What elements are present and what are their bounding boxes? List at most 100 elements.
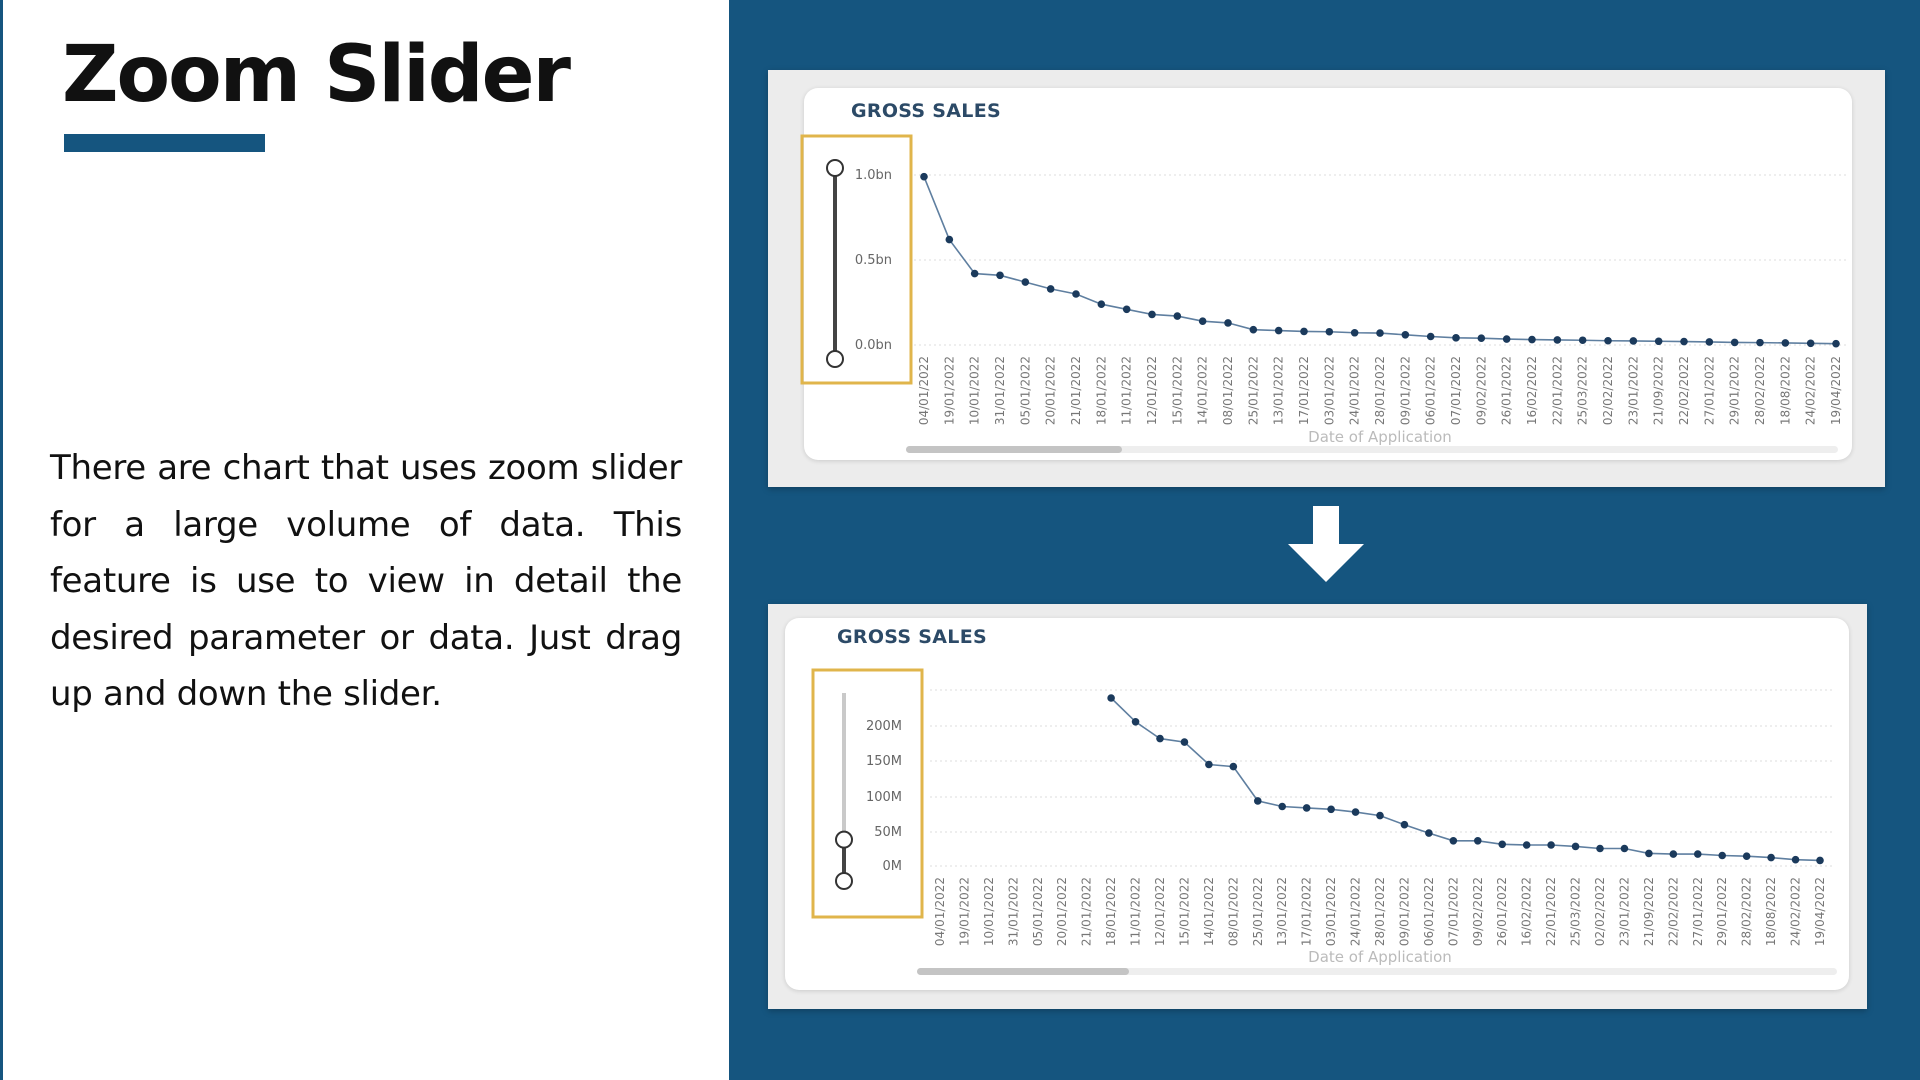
data-point xyxy=(1596,844,1604,853)
x-tick-label: 22/02/2022 xyxy=(1677,356,1691,425)
zoom-slider-upper-handle[interactable] xyxy=(835,830,853,849)
x-tick-label: 27/01/2022 xyxy=(1691,877,1705,946)
data-point xyxy=(1350,328,1359,337)
x-tick-label: 17/01/2022 xyxy=(1297,356,1311,425)
slide-left-edge xyxy=(0,0,3,1080)
x-tick-label: 02/02/2022 xyxy=(1593,877,1607,946)
data-point xyxy=(1806,339,1815,348)
x-tick-label: 09/01/2022 xyxy=(1398,356,1412,425)
x-tick-label: 26/01/2022 xyxy=(1500,356,1514,425)
x-tick-label: 15/01/2022 xyxy=(1170,356,1184,425)
y-tick-label: 0M xyxy=(883,859,903,874)
data-point xyxy=(1629,337,1638,345)
data-point xyxy=(1502,335,1511,343)
y-tick-label: 0.0bn xyxy=(855,338,892,353)
data-point xyxy=(1756,338,1764,347)
data-point xyxy=(1198,317,1207,325)
x-tick-label: 08/01/2022 xyxy=(1226,877,1240,946)
y-tick-label: 200M xyxy=(866,719,902,734)
data-point xyxy=(1021,278,1030,286)
data-point xyxy=(1253,797,1262,805)
x-tick-label: 20/01/2022 xyxy=(1055,877,1069,946)
data-point xyxy=(1730,338,1739,347)
x-tick-label: 18/08/2022 xyxy=(1778,356,1792,425)
zoom-slider-lower-handle[interactable] xyxy=(826,350,844,368)
x-tick-label: 24/01/2022 xyxy=(1349,877,1363,946)
x-tick-label: 09/01/2022 xyxy=(1397,877,1411,946)
y-tick-label: 50M xyxy=(874,825,902,840)
data-point xyxy=(1578,336,1587,345)
screenshot-after-zoom: GROSS SALES 200M 150M 100M 50M 0M 04/01/2022 1… xyxy=(768,604,1867,1009)
zoom-slider-lower-handle[interactable] xyxy=(835,872,853,890)
data-point xyxy=(1351,808,1360,816)
scrollbar-track xyxy=(917,968,1837,975)
x-tick-label: 31/01/2022 xyxy=(1006,877,1020,946)
x-tick-label: 18/01/2022 xyxy=(1094,356,1108,425)
y-tick-label: 1.0bn xyxy=(855,168,892,183)
data-point xyxy=(1300,327,1308,336)
screenshot-before-zoom: GROSS SALES 1.0bn 0.5bn 0.0bn 04/01/2022 19/… xyxy=(768,70,1885,487)
x-tick-label: 29/01/2022 xyxy=(1715,877,1729,946)
data-point xyxy=(920,172,928,181)
x-tick-label: 06/01/2022 xyxy=(1424,356,1438,425)
x-tick-label: 18/08/2022 xyxy=(1764,877,1778,946)
x-tick-label: 05/01/2022 xyxy=(1031,877,1045,946)
arrow-down-icon xyxy=(1288,506,1364,582)
data-point xyxy=(1816,856,1824,865)
x-axis-title: Date of Application xyxy=(1308,428,1452,446)
x-tick-label: 16/02/2022 xyxy=(1525,356,1539,425)
x-tick-label: 29/01/2022 xyxy=(1728,356,1742,425)
data-point xyxy=(1376,329,1384,337)
data-point xyxy=(1249,325,1258,334)
x-tick-label: 08/01/2022 xyxy=(1221,356,1235,425)
data-point xyxy=(1401,331,1410,339)
data-point xyxy=(1148,310,1156,319)
data-point xyxy=(1571,842,1580,851)
data-point xyxy=(1229,762,1238,771)
data-point xyxy=(1680,337,1688,346)
data-point xyxy=(1224,319,1232,327)
data-point xyxy=(1107,694,1115,702)
x-tick-label: 19/01/2022 xyxy=(957,877,971,946)
data-point xyxy=(970,269,979,278)
data-point xyxy=(1473,837,1482,845)
x-tick-label: 15/01/2022 xyxy=(1177,877,1191,946)
data-point xyxy=(1376,811,1384,820)
data-point xyxy=(1705,338,1714,346)
data-point xyxy=(1767,853,1775,862)
x-tick-label: 19/04/2022 xyxy=(1829,356,1843,425)
data-point xyxy=(1156,734,1164,743)
gross-sales-chart-full: 1.0bn 0.5bn 0.0bn 04/01/2022 19/01/2022 10/01… xyxy=(800,134,1848,453)
data-point xyxy=(945,235,954,244)
data-point xyxy=(1832,339,1840,348)
scrollbar-thumb[interactable] xyxy=(906,446,1122,453)
data-point xyxy=(1302,804,1311,812)
x-tick-label: 14/01/2022 xyxy=(1202,877,1216,946)
y-tick-label: 100M xyxy=(866,790,902,805)
x-tick-label: 21/01/2022 xyxy=(1080,877,1094,946)
data-point xyxy=(1173,312,1182,320)
x-tick-label: 22/02/2022 xyxy=(1666,877,1680,946)
x-tick-label: 19/04/2022 xyxy=(1813,877,1827,946)
x-tick-label: 12/01/2022 xyxy=(1153,877,1167,946)
y-tick-label: 0.5bn xyxy=(855,253,892,268)
data-point xyxy=(1274,326,1283,335)
x-tick-label: 09/02/2022 xyxy=(1471,877,1485,946)
data-point xyxy=(1522,841,1531,849)
x-tick-label: 24/02/2022 xyxy=(1789,877,1803,946)
data-point xyxy=(1180,738,1189,746)
data-point xyxy=(1131,718,1140,726)
data-point xyxy=(1645,849,1653,858)
data-point xyxy=(1449,837,1458,845)
title-underline xyxy=(64,134,265,152)
zoom-slider-upper-handle[interactable] xyxy=(826,159,844,177)
x-tick-label: 04/01/2022 xyxy=(933,877,947,946)
data-point xyxy=(1498,840,1507,849)
x-axis-title: Date of Application xyxy=(1308,948,1452,966)
data-point xyxy=(1327,805,1335,814)
scrollbar-thumb[interactable] xyxy=(917,968,1129,975)
x-tick-label: 28/02/2022 xyxy=(1740,877,1754,946)
x-tick-label: 12/01/2022 xyxy=(1145,356,1159,425)
highlight-box xyxy=(811,668,924,919)
y-tick-label: 150M xyxy=(866,754,902,769)
